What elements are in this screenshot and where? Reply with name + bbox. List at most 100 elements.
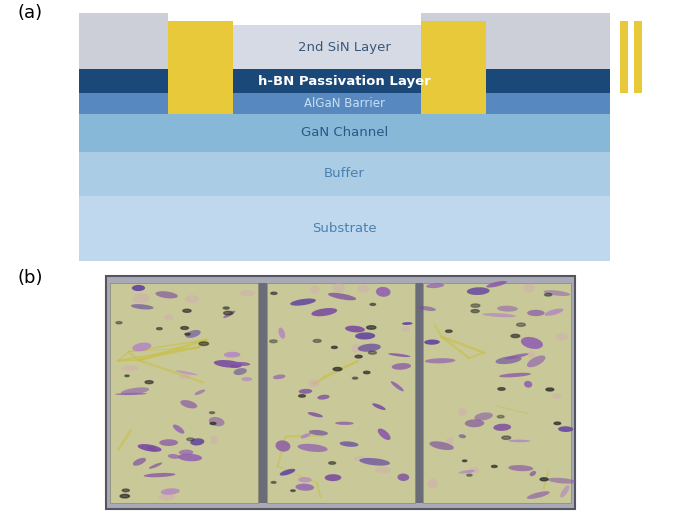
Ellipse shape	[556, 333, 569, 341]
Ellipse shape	[558, 426, 573, 432]
Circle shape	[333, 368, 342, 371]
Circle shape	[498, 388, 505, 390]
Circle shape	[466, 474, 472, 476]
Circle shape	[471, 304, 480, 307]
Bar	[79, 25, 610, 69]
Ellipse shape	[209, 417, 225, 427]
Ellipse shape	[299, 389, 312, 394]
Ellipse shape	[388, 353, 410, 357]
Ellipse shape	[335, 422, 353, 425]
Ellipse shape	[164, 315, 174, 320]
Bar	[423, 283, 571, 503]
Ellipse shape	[397, 474, 409, 481]
Ellipse shape	[234, 368, 247, 375]
Ellipse shape	[195, 390, 206, 395]
Circle shape	[502, 436, 511, 439]
Ellipse shape	[528, 351, 535, 358]
Ellipse shape	[179, 450, 193, 455]
Bar	[110, 283, 258, 503]
Circle shape	[187, 438, 194, 440]
Circle shape	[270, 340, 277, 343]
Ellipse shape	[358, 344, 381, 352]
Circle shape	[183, 309, 191, 312]
Ellipse shape	[426, 283, 444, 288]
Circle shape	[355, 355, 362, 358]
Circle shape	[540, 478, 548, 481]
Circle shape	[223, 307, 229, 309]
Ellipse shape	[232, 362, 250, 366]
Text: AlGaN Barrier: AlGaN Barrier	[303, 97, 385, 110]
Circle shape	[370, 303, 375, 306]
Ellipse shape	[547, 478, 576, 484]
Circle shape	[271, 481, 276, 483]
Ellipse shape	[495, 356, 521, 364]
Ellipse shape	[505, 353, 529, 359]
Ellipse shape	[464, 419, 484, 427]
Circle shape	[185, 333, 190, 335]
Ellipse shape	[147, 446, 156, 451]
Ellipse shape	[155, 291, 178, 298]
Ellipse shape	[552, 393, 561, 399]
Ellipse shape	[133, 293, 149, 303]
Bar	[421, 21, 486, 114]
Ellipse shape	[178, 454, 202, 461]
Ellipse shape	[223, 311, 236, 318]
Ellipse shape	[309, 430, 328, 435]
Ellipse shape	[482, 313, 516, 317]
Ellipse shape	[527, 355, 545, 367]
Circle shape	[462, 460, 466, 462]
Ellipse shape	[325, 474, 341, 481]
Circle shape	[210, 412, 214, 414]
Bar	[79, 196, 610, 261]
Bar	[620, 21, 628, 93]
Ellipse shape	[242, 377, 252, 381]
Ellipse shape	[328, 293, 356, 300]
Ellipse shape	[560, 485, 569, 498]
Ellipse shape	[392, 363, 411, 370]
Ellipse shape	[419, 306, 436, 311]
Circle shape	[157, 328, 162, 330]
Ellipse shape	[149, 463, 162, 469]
Ellipse shape	[133, 458, 146, 466]
Ellipse shape	[524, 381, 532, 388]
Ellipse shape	[401, 326, 410, 331]
Circle shape	[491, 465, 497, 467]
Circle shape	[545, 293, 551, 296]
Circle shape	[271, 292, 277, 295]
Circle shape	[511, 334, 520, 338]
Circle shape	[224, 311, 233, 315]
Ellipse shape	[521, 337, 543, 349]
Ellipse shape	[402, 322, 412, 325]
Ellipse shape	[332, 283, 345, 293]
Circle shape	[332, 346, 337, 348]
Ellipse shape	[497, 306, 518, 312]
Ellipse shape	[469, 467, 479, 474]
Text: GaN Channel: GaN Channel	[301, 126, 388, 139]
Ellipse shape	[298, 444, 327, 452]
Ellipse shape	[131, 304, 153, 310]
Ellipse shape	[353, 457, 369, 462]
Ellipse shape	[173, 424, 184, 434]
Ellipse shape	[279, 469, 295, 476]
Ellipse shape	[424, 340, 440, 345]
Circle shape	[210, 422, 216, 424]
Ellipse shape	[144, 473, 175, 477]
Ellipse shape	[185, 295, 199, 303]
Circle shape	[199, 342, 208, 345]
Text: h-BN Passivation Layer: h-BN Passivation Layer	[258, 74, 431, 87]
Ellipse shape	[508, 465, 533, 471]
Circle shape	[516, 323, 525, 326]
Ellipse shape	[132, 343, 151, 351]
Ellipse shape	[121, 387, 149, 395]
Ellipse shape	[180, 400, 197, 408]
Circle shape	[353, 377, 358, 379]
Ellipse shape	[530, 471, 536, 476]
Bar	[79, 69, 610, 93]
Ellipse shape	[161, 488, 179, 495]
Circle shape	[120, 494, 129, 498]
Circle shape	[497, 416, 504, 418]
Ellipse shape	[168, 454, 179, 459]
Circle shape	[122, 489, 129, 492]
Ellipse shape	[358, 285, 369, 293]
Circle shape	[471, 310, 480, 313]
